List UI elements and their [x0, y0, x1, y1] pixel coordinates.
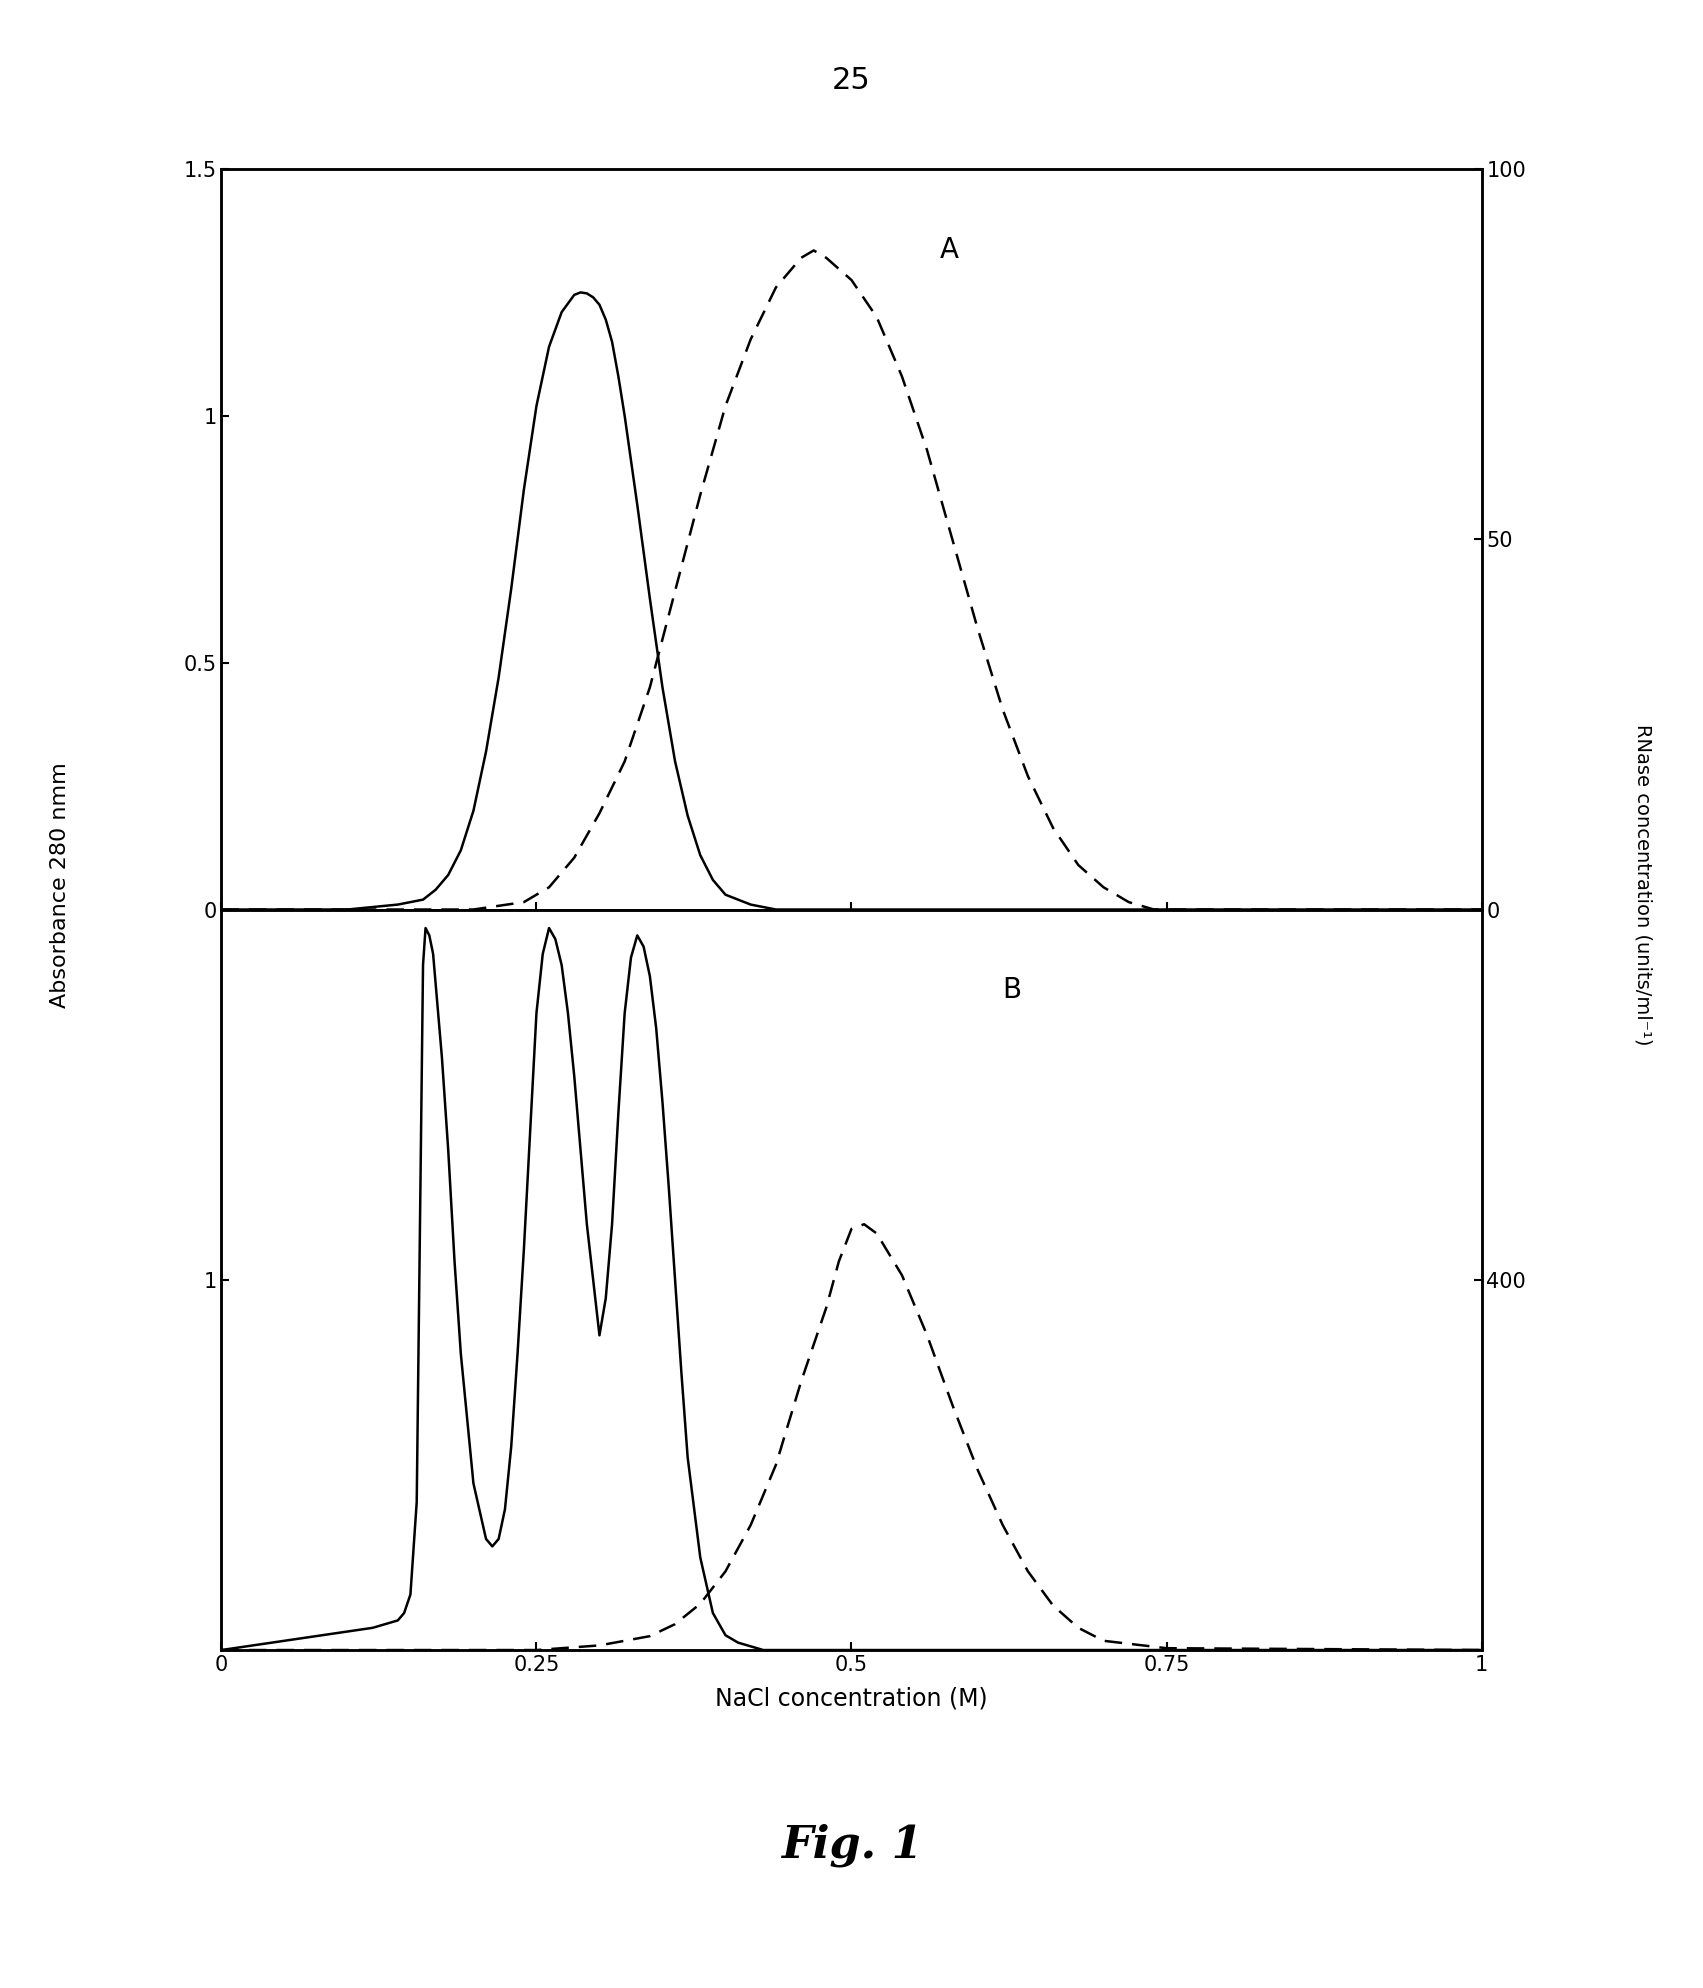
- Text: 25: 25: [833, 66, 870, 95]
- X-axis label: NaCl concentration (M): NaCl concentration (M): [715, 1686, 988, 1710]
- Text: Fig. 1: Fig. 1: [780, 1823, 923, 1867]
- Text: B: B: [1003, 976, 1022, 1004]
- Text: A: A: [940, 237, 959, 264]
- Text: RNase concentration (units/ml⁻¹): RNase concentration (units/ml⁻¹): [1633, 724, 1654, 1046]
- Text: Absorbance 280 nmm: Absorbance 280 nmm: [49, 761, 70, 1008]
